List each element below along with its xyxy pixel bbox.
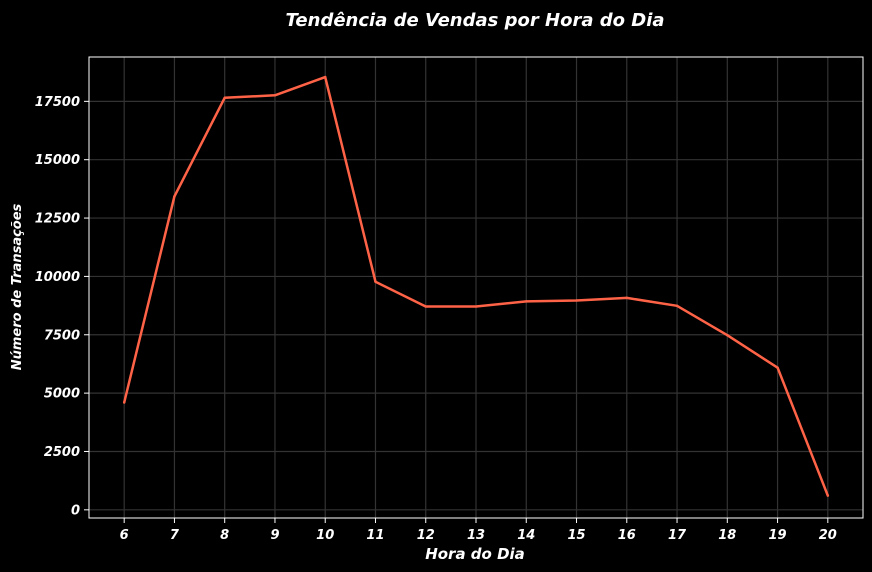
y-tick-label: 15000	[35, 153, 80, 168]
y-tick-label: 7500	[44, 328, 80, 343]
data-point	[776, 366, 779, 369]
chart-title: Tendência de Vendas por Hora do Dia	[285, 10, 664, 31]
x-tick-label: 14	[517, 528, 535, 543]
x-axis-label: Hora do Dia	[425, 545, 525, 563]
y-tick-label: 2500	[44, 445, 80, 460]
y-tick-label: 10000	[35, 270, 80, 285]
x-tick-label: 18	[718, 528, 736, 543]
x-tick-label: 13	[467, 528, 485, 543]
data-point	[424, 305, 427, 308]
x-tick-label: 20	[819, 528, 837, 543]
data-point	[726, 334, 729, 337]
data-point	[474, 305, 478, 308]
data-point	[273, 94, 277, 97]
x-tick-label: 10	[316, 528, 334, 543]
data-point	[324, 75, 327, 79]
x-tick-label: 11	[366, 528, 384, 543]
x-tick-label: 7	[170, 528, 180, 543]
x-tick-label: 12	[417, 528, 435, 543]
x-tick-label: 16	[618, 528, 636, 543]
x-tick-label: 6	[120, 528, 129, 543]
data-point	[173, 195, 176, 198]
data-point	[575, 299, 578, 302]
grid-lines	[89, 57, 863, 518]
data-point	[675, 304, 679, 308]
x-tick-label: 8	[220, 528, 229, 543]
data-point	[374, 280, 377, 283]
x-tick-label: 17	[668, 528, 687, 543]
data-point	[122, 401, 126, 404]
y-tick-label: 17500	[35, 95, 80, 110]
y-tick-label: 0	[71, 503, 80, 518]
x-tick-label: 19	[769, 528, 787, 543]
series-group	[122, 75, 830, 497]
y-axis-label: Número de Transações	[10, 203, 25, 370]
x-tick-label: 9	[270, 528, 279, 543]
y-axis-ticks: 0 2500 5000 7500 10000 12500 15000 17500	[35, 95, 89, 518]
x-axis-ticks: 6 7 8 9 10 11 12 13 14 15 16 17 18 19 20	[120, 518, 837, 543]
data-point	[826, 494, 830, 497]
y-tick-label: 5000	[44, 387, 80, 402]
x-tick-label: 15	[567, 528, 585, 543]
data-point	[625, 296, 628, 300]
data-point	[525, 300, 528, 303]
y-tick-label: 12500	[35, 212, 80, 227]
data-point	[223, 96, 226, 100]
